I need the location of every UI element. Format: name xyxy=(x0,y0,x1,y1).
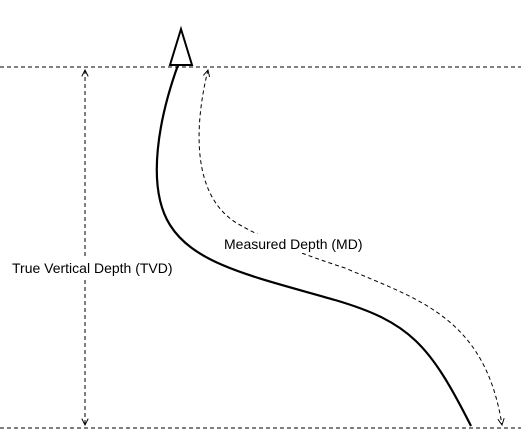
md-dimension-curve xyxy=(198,70,502,425)
tvd-label: True Vertical Depth (TVD) xyxy=(12,260,173,276)
md-label-background xyxy=(222,234,372,253)
wellhead-arrow-icon xyxy=(168,25,194,66)
md-label: Measured Depth (MD) xyxy=(224,236,363,252)
tvd-label-background xyxy=(10,258,182,277)
